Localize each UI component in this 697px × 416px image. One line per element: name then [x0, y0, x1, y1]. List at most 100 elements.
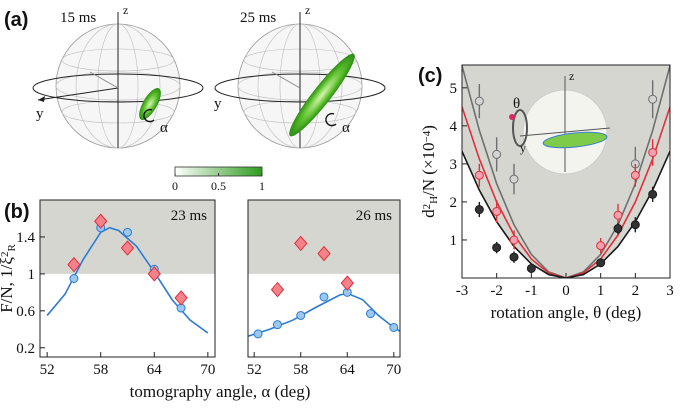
marker	[474, 96, 484, 106]
marker	[120, 240, 135, 256]
time-label: 15 ms	[60, 10, 96, 26]
y-tick-label: 1	[28, 267, 36, 283]
y-tick-label: 5	[450, 81, 458, 97]
marker	[613, 224, 623, 234]
marker	[509, 235, 519, 245]
x-tick-label: -2	[490, 283, 503, 299]
marker	[596, 258, 606, 268]
x-tick-label: 58	[93, 362, 108, 378]
x-tick-label: 70	[200, 362, 215, 378]
marker	[174, 290, 188, 306]
x-tick-label: 52	[40, 362, 55, 378]
x-tick-label: 2	[632, 283, 640, 299]
inset-sphere: θ z y	[509, 69, 611, 175]
y-tick-label: 4	[450, 119, 458, 135]
label-part: d	[419, 209, 438, 218]
marker	[270, 281, 285, 298]
label-part: )	[419, 125, 438, 131]
marker	[648, 94, 658, 104]
annotation: 23 ms	[171, 208, 207, 224]
label-part: −4	[421, 130, 433, 142]
marker	[294, 235, 308, 252]
x-tick-label: -1	[525, 283, 538, 299]
y-tick-label: 1	[450, 233, 458, 249]
marker	[253, 329, 263, 339]
inset-label: θ	[513, 96, 520, 112]
x-tick-label: 3	[666, 283, 674, 299]
marker	[272, 320, 282, 330]
shaded-region	[40, 200, 215, 274]
marker	[67, 256, 81, 273]
axis-label: z	[305, 3, 310, 17]
bloch-sphere: 25 ms z y α	[214, 3, 386, 149]
y-tick-label: 0.6	[16, 304, 35, 320]
marker	[317, 245, 331, 262]
marker	[492, 206, 502, 216]
marker	[630, 170, 640, 180]
marker	[474, 205, 484, 215]
y-tick-label: 2	[450, 195, 458, 211]
x-tick-label: 58	[293, 362, 308, 378]
annotation: 26 ms	[356, 208, 392, 224]
x-tick-label: 70	[386, 362, 401, 378]
label-part: R	[6, 244, 18, 252]
marker	[69, 274, 79, 283]
marker	[389, 322, 399, 332]
x-tick-label: 1	[259, 179, 265, 193]
label-part: 2	[0, 252, 11, 258]
axes-frame	[247, 199, 401, 358]
x-tick-label: 64	[340, 362, 356, 378]
y-tick-label: 0.2	[16, 341, 35, 357]
marker	[526, 263, 536, 273]
label-part: 2	[421, 204, 433, 210]
label-part: F/N, 1/ξ	[0, 257, 16, 313]
marker	[492, 149, 502, 159]
marker	[492, 243, 502, 253]
y-axis-label: d2H/N (×10−4)	[419, 125, 440, 218]
marker	[296, 310, 306, 320]
panel-label: (c)	[418, 65, 442, 87]
y-tick-label: 3	[450, 157, 458, 173]
marker	[474, 170, 484, 180]
panel-label: (b)	[4, 201, 30, 223]
y-axis-label: F/N, 1/ξ2R	[0, 244, 18, 313]
marker	[630, 220, 640, 230]
bloch-sphere: 15 ms z y α	[32, 3, 204, 149]
marker	[648, 189, 658, 199]
marker	[94, 213, 108, 230]
panel-label: (a)	[4, 9, 28, 31]
y-tick-label: 1.4	[16, 230, 35, 246]
axis-label: y	[214, 96, 222, 112]
axis-label: y	[36, 106, 44, 122]
marker	[340, 275, 354, 291]
axis-label: z	[123, 3, 128, 17]
x-tick-label: 52	[247, 362, 262, 378]
marker	[509, 252, 519, 262]
axis-label: α	[160, 120, 168, 136]
label-part: /N (×10	[419, 142, 438, 196]
marker	[596, 241, 606, 251]
x-tick-label: 1	[597, 283, 605, 299]
inset-label: z	[569, 69, 574, 83]
x-tick-label: 0	[172, 179, 178, 193]
plot-area	[248, 200, 400, 339]
plot-area	[40, 200, 215, 334]
label-part: H	[428, 196, 440, 204]
x-axis-label: rotation angle, θ (deg)	[491, 303, 642, 322]
axis-label: α	[342, 120, 350, 136]
x-tick-label: 0	[562, 283, 570, 299]
x-axis-label: tomography angle, α (deg)	[130, 382, 311, 401]
marker	[123, 227, 132, 237]
marker	[613, 210, 623, 220]
marker	[648, 147, 658, 157]
marker	[509, 174, 519, 184]
x-tick-label: 0.5	[211, 179, 226, 193]
marker	[366, 309, 376, 319]
shaded-region	[248, 200, 400, 274]
x-tick-label: -3	[456, 283, 469, 299]
marker	[319, 292, 329, 302]
time-label: 25 ms	[240, 10, 276, 26]
inset-label: y	[520, 141, 526, 155]
x-tick-label: 64	[147, 362, 163, 378]
